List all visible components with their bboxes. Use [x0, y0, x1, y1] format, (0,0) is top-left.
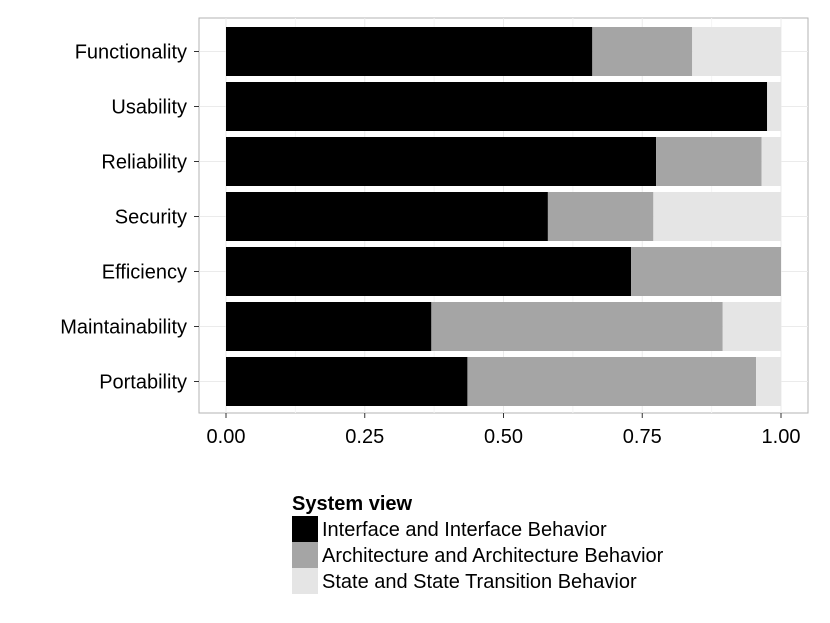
- bar-segment: [226, 247, 632, 296]
- legend-label: Architecture and Architecture Behavior: [322, 545, 664, 567]
- legend-label: Interface and Interface Behavior: [322, 519, 607, 541]
- x-tick-label: 0.75: [623, 426, 662, 448]
- bar-segment: [653, 192, 781, 241]
- bar-segment: [226, 27, 593, 76]
- bars-layer: [226, 27, 781, 406]
- legend-key: [292, 516, 318, 542]
- y-tick-label: Reliability: [101, 152, 187, 174]
- x-axis: 0.00 0.25 0.50 0.75 1.00: [207, 413, 801, 448]
- legend-key: [292, 568, 318, 594]
- bar-segment: [226, 82, 768, 131]
- bar-segment: [226, 137, 657, 186]
- x-tick-label: 0.00: [207, 426, 246, 448]
- y-tick-label: Usability: [111, 97, 187, 119]
- bar-segment: [431, 302, 723, 351]
- y-tick-label: Portability: [99, 372, 187, 394]
- bar-segment: [226, 192, 548, 241]
- x-tick-label: 0.25: [345, 426, 384, 448]
- bar-segment: [226, 357, 468, 406]
- bar-segment: [722, 302, 781, 351]
- y-tick-label: Functionality: [75, 42, 187, 64]
- bar-segment: [226, 302, 432, 351]
- legend-label: State and State Transition Behavior: [322, 571, 637, 593]
- y-axis: Functionality Usability Reliability Securit…: [60, 42, 199, 394]
- bar-segment: [756, 357, 781, 406]
- x-tick-label: 0.50: [484, 426, 523, 448]
- bar-segment: [656, 137, 762, 186]
- bar-segment: [761, 137, 781, 186]
- bar-segment: [547, 192, 654, 241]
- y-tick-label: Efficiency: [102, 262, 187, 284]
- bar-segment: [631, 247, 781, 296]
- bar-segment: [692, 27, 781, 76]
- legend-title: System view: [292, 493, 413, 515]
- bar-segment: [767, 82, 781, 131]
- legend-key: [292, 542, 318, 568]
- bar-segment: [467, 357, 757, 406]
- bar-segment: [592, 27, 693, 76]
- legend: System view Interface and Interface Beha…: [292, 493, 664, 594]
- x-tick-label: 1.00: [762, 426, 801, 448]
- y-tick-label: Security: [115, 207, 187, 229]
- y-tick-label: Maintainability: [60, 317, 187, 339]
